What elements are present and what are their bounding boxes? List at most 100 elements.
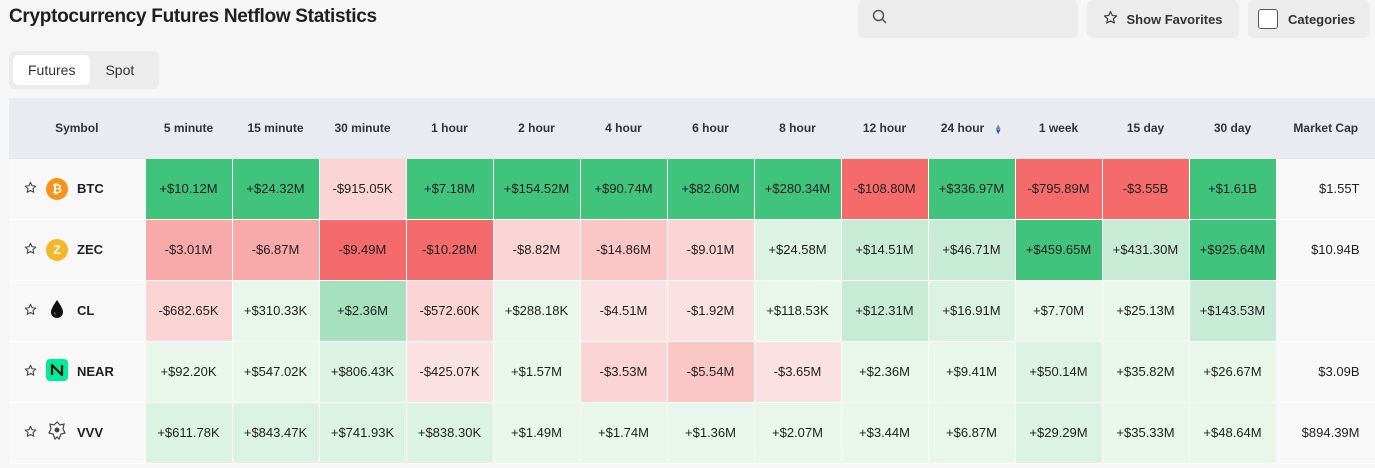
symbol-label[interactable]: CL (77, 303, 95, 318)
column-header-market-cap[interactable]: Market Cap (1276, 98, 1375, 158)
market-cap-cell: $1.55T (1275, 157, 1375, 220)
favorite-star-icon[interactable] (24, 303, 37, 319)
column-header-label: 30 minute (334, 120, 391, 135)
symbol-cell: NEAR (9, 340, 146, 403)
column-header-15-day[interactable]: 15 day (1102, 98, 1190, 158)
netflow-cell-24-hour: +$46.71M (927, 218, 1016, 281)
netflow-cell-8-hour: +$280.34M (753, 157, 842, 220)
netflow-cell-8-hour: +$118.53K (753, 279, 842, 342)
show-favorites-button[interactable]: Show Favorites (1087, 0, 1239, 38)
oil-drop-icon (46, 298, 68, 323)
symbol-label[interactable]: ZEC (77, 242, 103, 257)
column-header-label: 30 day (1213, 120, 1252, 135)
near-icon (46, 359, 68, 384)
netflow-cell-1-hour: +$838.30K (405, 401, 494, 464)
favorite-star-icon[interactable] (24, 242, 37, 258)
market-cap-cell (1275, 279, 1375, 342)
netflow-cell-8-hour: +$2.07M (753, 401, 842, 464)
column-header-label: 24 hour (940, 120, 985, 135)
symbol-label[interactable]: NEAR (77, 364, 114, 379)
sort-descending-icon[interactable]: ▲ ▼ (994, 121, 1003, 136)
netflow-cell-8-hour: +$24.58M (753, 218, 842, 281)
netflow-cell-5-minute: -$682.65K (144, 279, 233, 342)
column-header-label: 2 hour (518, 120, 555, 135)
netflow-cell-4-hour: -$4.51M (579, 279, 668, 342)
show-favorites-label: Show Favorites (1126, 11, 1223, 27)
netflow-cell-6-hour: -$1.92M (666, 279, 755, 342)
favorite-star-icon[interactable] (24, 181, 37, 197)
market-cap-cell: $10.94B (1275, 218, 1375, 281)
column-header-30-day[interactable]: 30 day (1189, 98, 1277, 158)
netflow-cell-15-minute: -$6.87M (231, 218, 320, 281)
column-header-label: 12 hour (862, 120, 907, 135)
netflow-cell-4-hour: +$1.74M (579, 401, 668, 464)
tab-futures[interactable]: Futures (13, 55, 91, 85)
column-header-8-hour[interactable]: 8 hour (754, 98, 842, 158)
netflow-cell-12-hour: +$14.51M (840, 218, 929, 281)
netflow-cell-1-hour: +$7.18M (405, 157, 494, 220)
search-input[interactable] (896, 11, 1066, 27)
netflow-cell-12-hour: +$3.44M (840, 401, 929, 464)
netflow-cell-6-hour: +$1.36M (666, 401, 755, 464)
netflow-cell-5-minute: -$3.01M (144, 218, 233, 281)
netflow-cell-15-day: +$35.82M (1101, 340, 1190, 403)
tab-spot[interactable]: Spot (105, 62, 135, 78)
favorite-star-icon[interactable] (24, 425, 37, 441)
favorite-star-icon[interactable] (24, 364, 37, 380)
column-header-12-hour[interactable]: 12 hour (841, 98, 929, 158)
column-header-label: Market Cap (1293, 120, 1359, 135)
netflow-cell-12-hour: -$108.80M (840, 157, 929, 220)
categories-button[interactable]: Categories (1248, 0, 1370, 38)
netflow-cell-24-hour: +$9.41M (927, 340, 1016, 403)
column-header-4-hour[interactable]: 4 hour (580, 98, 668, 158)
netflow-cell-15-minute: +$310.33K (231, 279, 320, 342)
netflow-cell-1-week: +$459.65M (1014, 218, 1103, 281)
table-header-row: Symbol 5 minute 15 minute 30 minute 1 hour 2 … (9, 98, 1375, 158)
netflow-cell-2-hour: +$154.52M (492, 157, 581, 220)
netflow-cell-24-hour: +$16.91M (927, 279, 1016, 342)
column-header-30-minute[interactable]: 30 minute (319, 98, 407, 158)
netflow-cell-30-minute: +$741.93K (318, 401, 407, 464)
netflow-cell-1-week: +$7.70M (1014, 279, 1103, 342)
column-header-1-week[interactable]: 1 week (1015, 98, 1103, 158)
column-header-label: 8 hour (779, 120, 816, 135)
netflow-cell-6-hour: -$9.01M (666, 218, 755, 281)
symbol-label[interactable]: VVV (77, 425, 104, 440)
netflow-cell-2-hour: -$8.82M (492, 218, 581, 281)
column-header-15-minute[interactable]: 15 minute (232, 98, 320, 158)
column-header-6-hour[interactable]: 6 hour (667, 98, 755, 158)
netflow-table-container: Symbol 5 minute 15 minute 30 minute 1 hour 2 … (9, 98, 1375, 468)
table-row-zec[interactable]: Z ZEC -$3.01M -$6.87M -$9.49M -$10.28M -$8.82M… (9, 218, 1375, 281)
column-header-label: 6 hour (692, 120, 729, 135)
netflow-cell-30-minute: +$2.36M (318, 279, 407, 342)
column-header-24-hour[interactable]: 24 hour ▲ ▼ (928, 98, 1016, 158)
column-header-2-hour[interactable]: 2 hour (493, 98, 581, 158)
netflow-cell-2-hour: +$288.18K (492, 279, 581, 342)
zcash-icon: Z (46, 238, 68, 261)
table-row-btc[interactable]: ₿ BTC +$10.12M +$24.32M -$915.05K +$7.18M +$15… (9, 157, 1375, 220)
table-row-near[interactable]: NEAR +$92.20K +$547.02K +$806.43K -$425.07K +… (9, 340, 1375, 403)
column-header-1-hour[interactable]: 1 hour (406, 98, 494, 158)
netflow-cell-12-hour: +$2.36M (840, 340, 929, 403)
netflow-cell-15-day: -$3.55B (1101, 157, 1190, 220)
table-row-cl[interactable]: CL -$682.65K +$310.33K +$2.36M -$572.60K +$28… (9, 279, 1375, 342)
netflow-cell-30-minute: -$915.05K (318, 157, 407, 220)
symbol-cell: CL (9, 279, 146, 342)
market-cap-cell: $894.39M (1275, 401, 1375, 464)
column-header-label: 15 day (1126, 120, 1165, 135)
netflow-cell-4-hour: +$90.74M (579, 157, 668, 220)
search-box[interactable] (858, 0, 1078, 38)
netflow-cell-4-hour: -$3.53M (579, 340, 668, 403)
categories-label: Categories (1288, 11, 1356, 27)
netflow-cell-30-day: +$26.67M (1188, 340, 1277, 403)
column-header-label: Symbol (55, 120, 99, 135)
column-header-label: 4 hour (605, 120, 642, 135)
netflow-cell-5-minute: +$10.12M (144, 157, 233, 220)
column-header-5-minute[interactable]: 5 minute (145, 98, 233, 158)
categories-checkbox[interactable] (1258, 9, 1278, 29)
netflow-cell-2-hour: +$1.57M (492, 340, 581, 403)
column-header-symbol[interactable]: Symbol (9, 98, 146, 158)
table-row-vvv[interactable]: VVV +$611.78K +$843.47K +$741.93K +$838.30K +… (9, 401, 1375, 464)
netflow-cell-30-day: +$925.64M (1188, 218, 1277, 281)
symbol-label[interactable]: BTC (77, 181, 104, 196)
